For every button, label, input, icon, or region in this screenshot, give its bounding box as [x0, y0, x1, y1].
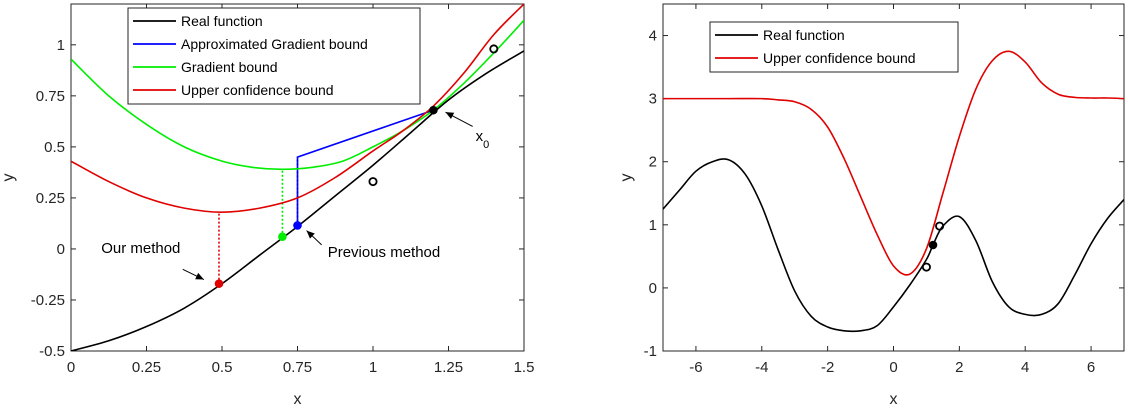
data-point-filled [429, 105, 438, 115]
x-tick-label: 6 [1087, 359, 1095, 376]
legend-entry-label: Upper confidence bound [181, 82, 334, 98]
data-point-filled [293, 221, 302, 230]
x-tick-label: 0 [889, 359, 897, 376]
x-tick-label: 0 [67, 359, 75, 376]
y-tick-label: 3 [649, 91, 657, 108]
x-tick-label: 0.75 [283, 359, 312, 376]
x-tick-label: 0.5 [212, 359, 233, 376]
x-tick-label: -4 [755, 359, 768, 376]
legend: Real function Approximated Gradient bound… [127, 7, 421, 105]
data-point-filled [278, 232, 287, 241]
data-point-filled [928, 240, 938, 250]
series-line-upper-confidence-bound [71, 4, 524, 214]
legend-entry-label: Upper confidence bound [763, 50, 916, 66]
data-point-open [489, 44, 499, 54]
annotation-label: Previous method [328, 244, 441, 261]
x-tick-label: 4 [1021, 359, 1029, 376]
annotation-arrow-head [445, 112, 455, 120]
x-tick-label: -2 [821, 359, 834, 376]
y-tick-label: -0.25 [31, 292, 65, 309]
legend-entry-label: Real function [763, 27, 845, 43]
y-tick-label: -1 [644, 343, 657, 360]
data-point-open [935, 221, 945, 231]
x-tick-label: 1.25 [434, 359, 463, 376]
y-tick-label: 1 [57, 37, 65, 54]
x-axis-label: x [294, 391, 302, 408]
x-tick-label: 1.5 [514, 359, 535, 376]
y-tick-label: 0.75 [36, 88, 65, 105]
legend: Real function Upper confidence bound [709, 21, 959, 73]
x-tick-label: 2 [955, 359, 963, 376]
annotation-label: Our method [101, 240, 180, 257]
annotation-arrow-head [306, 230, 315, 239]
legend-box [709, 21, 959, 73]
y-tick-label: 1 [649, 217, 657, 234]
y-axis-label: y [618, 174, 635, 182]
y-tick-label: 0.25 [36, 190, 65, 207]
y-tick-label: 2 [649, 154, 657, 171]
y-tick-label: 0 [649, 280, 657, 297]
legend-entry-label: Gradient bound [181, 59, 278, 75]
chart-panel-2: -6 -4 -2 0 2 4 6 -1 0 1 2 3 4 x y Real function Upper co… [618, 3, 1125, 408]
data-point-open [921, 262, 931, 272]
y-tick-label: -0.5 [39, 343, 65, 360]
legend-box [127, 7, 421, 105]
y-tick-label: 4 [649, 28, 657, 45]
x-axis-label: x [890, 391, 898, 408]
annotation-label: x0 [476, 128, 490, 151]
annotation-arrow-head [195, 272, 204, 280]
legend-entry-label: Approximated Gradient bound [181, 36, 368, 52]
series-line-gradient-bound [71, 19, 524, 171]
data-point-open [368, 177, 378, 187]
data-point-filled [214, 279, 224, 288]
x-tick-label: 1 [369, 359, 377, 376]
annotation-subscript: 0 [483, 139, 489, 151]
y-axis-label: y [0, 174, 17, 182]
y-tick-label: 0.5 [44, 139, 65, 156]
legend-entry-label: Real function [181, 13, 263, 29]
y-tick-label: 0 [57, 241, 65, 258]
plot-area [663, 50, 1124, 333]
series-line-approximated-gradient-bound [296, 109, 434, 226]
chart-panel-1: 0 0.25 0.5 0.75 1 1.25 1.5 -0.5 -0.25 0 0.25 0.5 0.7… [0, 3, 535, 408]
x-tick-label: 0.25 [132, 359, 161, 376]
plot-area [71, 4, 524, 351]
series-line-upper-confidence-bound [663, 50, 1124, 276]
series-line-real-function [663, 158, 1124, 333]
x-tick-label: -6 [689, 359, 702, 376]
